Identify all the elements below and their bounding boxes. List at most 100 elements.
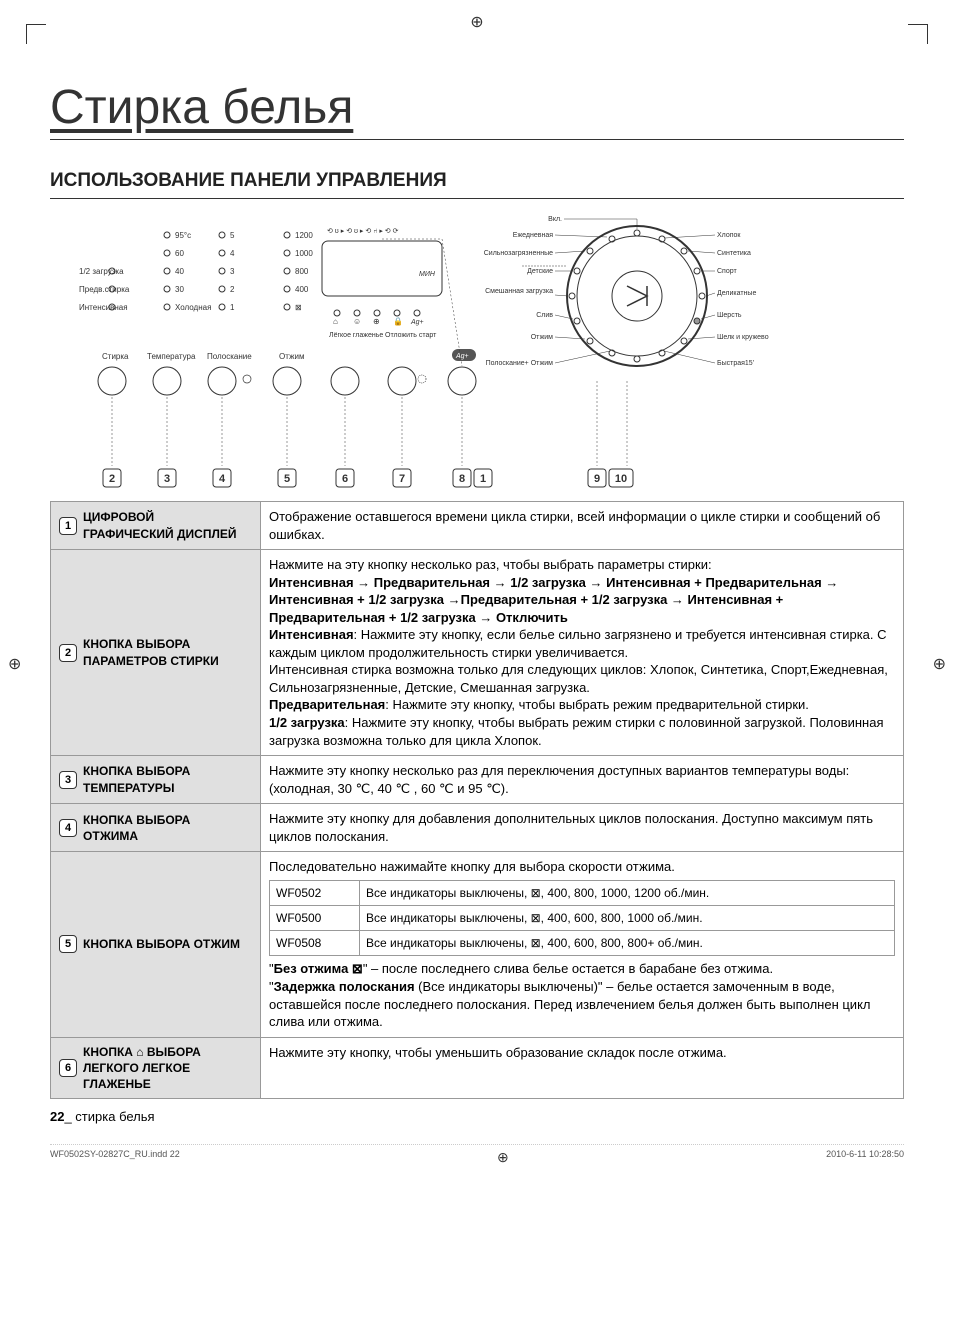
svg-text:95°c: 95°c <box>175 231 191 240</box>
row-label-text: КНОПКА ВЫБОРА ОТЖИМА <box>83 812 243 844</box>
row-label: 2КНОПКА ВЫБОРА ПАРАМЕТРОВ СТИРКИ <box>51 550 261 756</box>
svg-text:Ежедневная: Ежедневная <box>513 232 553 239</box>
model-name: WF0502 <box>270 880 360 905</box>
model-spec: Все индикаторы выключены, ⊠, 400, 800, 1… <box>360 880 895 905</box>
row-description: Отображение оставшегося времени цикла ст… <box>261 502 904 550</box>
svg-text:Слив: Слив <box>536 312 553 319</box>
model-row: WF0500Все индикаторы выключены, ⊠, 400, … <box>270 906 895 931</box>
svg-text:8: 8 <box>459 473 465 485</box>
svg-text:7: 7 <box>399 473 405 485</box>
svg-text:Спорт: Спорт <box>717 268 737 275</box>
crop-mark-bottom-icon: ⊕ <box>180 1149 826 1166</box>
table-row: 6КНОПКА ⌂ ВЫБОРА ЛЕГКОГО ЛЕГКОЕ ГЛАЖЕНЬЕ… <box>51 1037 904 1099</box>
svg-text:Синтетика: Синтетика <box>717 250 751 257</box>
svg-text:Шерсть: Шерсть <box>717 312 742 319</box>
svg-text:2: 2 <box>230 285 235 294</box>
svg-text:1/2 загрузка: 1/2 загрузка <box>79 267 124 276</box>
svg-text:МИН: МИН <box>419 271 436 278</box>
svg-text:10: 10 <box>615 473 627 485</box>
model-spec: Все индикаторы выключены, ⊠, 400, 600, 8… <box>360 931 895 956</box>
row-label: 5 КНОПКА ВЫБОРА ОТЖИМ <box>51 852 261 1037</box>
row-label: 4КНОПКА ВЫБОРА ОТЖИМА <box>51 804 261 852</box>
svg-text:Деликатные: Деликатные <box>717 290 756 297</box>
svg-text:Ag+: Ag+ <box>410 319 424 326</box>
svg-text:⟲ ʊ ▸ ⟲ ʊ ▸ ⟲ ⑁ ▸ ⟲ ⟳: ⟲ ʊ ▸ ⟲ ʊ ▸ ⟲ ⑁ ▸ ⟲ ⟳ <box>327 228 399 235</box>
svg-text:⊠: ⊠ <box>295 303 302 312</box>
row-number-badge: 1 <box>59 517 77 535</box>
svg-text:5: 5 <box>230 231 235 240</box>
model-spec: Все индикаторы выключены, ⊠, 400, 600, 8… <box>360 906 895 931</box>
svg-text:Стирка: Стирка <box>102 352 129 361</box>
model-row: WF0502Все индикаторы выключены, ⊠, 400, … <box>270 880 895 905</box>
svg-text:Отжим: Отжим <box>279 352 304 361</box>
model-sub-table: WF0502Все индикаторы выключены, ⊠, 400, … <box>269 880 895 957</box>
model-name: WF0508 <box>270 931 360 956</box>
row-description: Нажмите эту кнопку несколько раз для пер… <box>261 756 904 804</box>
model-name: WF0500 <box>270 906 360 931</box>
model-row: WF0508Все индикаторы выключены, ⊠, 400, … <box>270 931 895 956</box>
controls-table: 1 ЦИФРОВОЙ ГРАФИЧЕСКИЙ ДИСПЛЕЙ Отображение… <box>50 501 904 1099</box>
svg-text:1200: 1200 <box>295 231 313 240</box>
svg-text:Детские: Детские <box>527 268 553 275</box>
page-footer: 22_ стирка белья <box>50 1109 904 1124</box>
row-description: Нажмите на эту кнопку несколько раз, что… <box>261 550 904 756</box>
row-description: Нажмите эту кнопку для добавления дополн… <box>261 804 904 852</box>
svg-text:⊕: ⊕ <box>373 317 380 326</box>
row-label-text: ЦИФРОВОЙ ГРАФИЧЕСКИЙ ДИСПЛЕЙ <box>83 509 243 541</box>
table-row: 2КНОПКА ВЫБОРА ПАРАМЕТРОВ СТИРКИНажмите … <box>51 550 904 756</box>
svg-text:9: 9 <box>594 473 600 485</box>
svg-text:1000: 1000 <box>295 249 313 258</box>
svg-text:Ag+: Ag+ <box>455 353 469 360</box>
row-label: 6КНОПКА ⌂ ВЫБОРА ЛЕГКОГО ЛЕГКОЕ ГЛАЖЕНЬЕ <box>51 1037 261 1099</box>
svg-text:Смешанная загрузка: Смешанная загрузка <box>485 288 553 295</box>
table-row: 5 КНОПКА ВЫБОРА ОТЖИМ Последовательно нажи… <box>51 852 904 1037</box>
svg-text:30: 30 <box>175 285 184 294</box>
svg-text:Полоскание+ Отжим: Полоскание+ Отжим <box>486 360 554 367</box>
row-description: Нажмите эту кнопку, чтобы уменьшить обра… <box>261 1037 904 1099</box>
control-panel-diagram: Стирка Температура Полоскание 1/2 загруз… <box>50 211 904 491</box>
row-number-badge: 5 <box>59 935 77 953</box>
row-description: Последовательно нажимайте кнопку для выб… <box>261 852 904 1037</box>
svg-text:6: 6 <box>342 473 348 485</box>
corner-tl <box>26 24 46 44</box>
row-number-badge: 2 <box>59 644 77 662</box>
table-row: 3КНОПКА ВЫБОРА ТЕМПЕРАТУРЫНажмите эту кн… <box>51 756 904 804</box>
svg-text:400: 400 <box>295 285 309 294</box>
svg-text:Интенсивная: Интенсивная <box>79 303 128 312</box>
table-row: 1 ЦИФРОВОЙ ГРАФИЧЕСКИЙ ДИСПЛЕЙ Отображение… <box>51 502 904 550</box>
row-number-badge: 6 <box>59 1059 77 1077</box>
svg-text:5: 5 <box>284 473 290 485</box>
svg-text:🔒: 🔒 <box>393 317 403 326</box>
svg-text:4: 4 <box>219 473 226 485</box>
svg-text:4: 4 <box>230 249 235 258</box>
svg-text:Температура: Температура <box>147 352 196 361</box>
svg-text:3: 3 <box>164 473 170 485</box>
row-label: 3КНОПКА ВЫБОРА ТЕМПЕРАТУРЫ <box>51 756 261 804</box>
svg-text:Быстрая15': Быстрая15' <box>717 360 754 367</box>
svg-text:Шелк и кружево: Шелк и кружево <box>717 334 769 341</box>
svg-text:Отжим: Отжим <box>531 334 553 341</box>
page-title: Стирка белья <box>50 80 904 140</box>
row-label-text: КНОПКА ВЫБОРА ОТЖИМ <box>83 936 240 952</box>
svg-text:Хлопок: Хлопок <box>717 232 741 239</box>
svg-text:Сильнозагрязненные: Сильнозагрязненные <box>484 250 553 257</box>
crop-mark-right-icon: ⊕ <box>933 654 946 674</box>
svg-text:1: 1 <box>230 303 235 312</box>
document-meta: WF0502SY-02827C_RU.indd 22 ⊕ 2010-6-11 1… <box>50 1144 904 1166</box>
svg-text:40: 40 <box>175 267 184 276</box>
svg-text:☺: ☺ <box>353 317 361 326</box>
row-number-badge: 3 <box>59 771 77 789</box>
svg-text:60: 60 <box>175 249 184 258</box>
row-label: 1 ЦИФРОВОЙ ГРАФИЧЕСКИЙ ДИСПЛЕЙ <box>51 502 261 550</box>
svg-text:Предв.стирка: Предв.стирка <box>79 285 130 294</box>
svg-text:Полоскание: Полоскание <box>207 352 252 361</box>
svg-text:Отложить старт: Отложить старт <box>385 332 437 339</box>
svg-text:⌂: ⌂ <box>333 317 338 326</box>
svg-text:2: 2 <box>109 473 115 485</box>
svg-text:3: 3 <box>230 267 235 276</box>
table-row: 4КНОПКА ВЫБОРА ОТЖИМАНажмите эту кнопку … <box>51 804 904 852</box>
svg-text:Вкл.: Вкл. <box>548 216 562 223</box>
crop-mark-top-icon: ⊕ <box>470 12 483 32</box>
svg-text:Лёгкое глаженье: Лёгкое глаженье <box>329 332 383 339</box>
corner-tr <box>908 24 928 44</box>
